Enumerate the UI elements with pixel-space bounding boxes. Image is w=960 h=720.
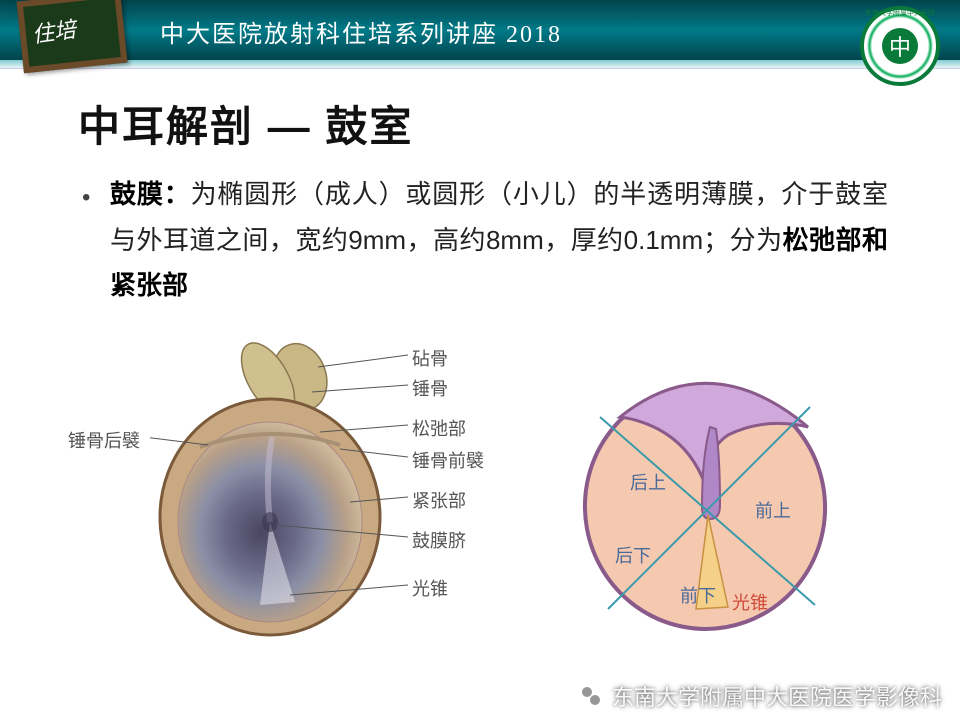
label-post-malleolar: 锤骨后襞 (68, 427, 140, 453)
label-pars-flaccida: 松弛部 (412, 415, 466, 441)
label-cone-of-light: 光锥 (412, 575, 448, 601)
logo-ring-text: 东南大学附属中大医院 (864, 8, 936, 18)
body-paragraph: 鼓膜：为椭圆形（成人）或圆形（小儿）的半透明薄膜，介于鼓室与外耳道之间，宽约9m… (110, 172, 888, 309)
chalkboard-text: 住培 (22, 0, 120, 60)
bullet-marker: • (82, 184, 90, 212)
watermark-text: 东南大学附属中大医院医学影像科 (612, 680, 942, 712)
tympanic-quadrant-schematic: 后上 前上 后下 前下 光锥 (560, 357, 860, 637)
chalkboard-badge: 住培 (17, 0, 128, 73)
logo-center-glyph: 中 (882, 28, 918, 64)
quadrant-ant-sup: 前上 (755, 497, 791, 523)
header-title: 中大医院放射科住培系列讲座 2018 (160, 14, 562, 49)
quadrant-ant-inf: 前下 (680, 582, 716, 608)
term-lead: 鼓膜： (110, 179, 191, 209)
header-divider (0, 60, 960, 69)
hospital-logo: 东南大学附属中大医院 中 (860, 6, 940, 86)
tympanic-membrane-illustration: 砧骨 锤骨 松弛部 锤骨前襞 紧张部 鼓膜脐 光锥 锤骨后襞 (150, 337, 490, 647)
label-umbo: 鼓膜脐 (412, 527, 466, 553)
label-malleus: 锤骨 (412, 375, 448, 401)
body-rest: 为椭圆形（成人）或圆形（小儿）的半透明薄膜，介于鼓室与外耳道之间，宽约9mm，高… (110, 179, 888, 255)
figure-row: 砧骨 锤骨 松弛部 锤骨前襞 紧张部 鼓膜脐 光锥 锤骨后襞 后上 前上 后下 … (0, 327, 960, 657)
watermark: 东南大学附属中大医院医学影像科 (576, 680, 942, 712)
label-ant-malleolar: 锤骨前襞 (412, 447, 484, 473)
quadrant-post-sup: 后上 (630, 469, 666, 495)
cone-label: 光锥 (732, 589, 768, 615)
quadrant-post-inf: 后下 (615, 542, 651, 568)
slide-header: 住培 中大医院放射科住培系列讲座 2018 东南大学附属中大医院 中 (0, 0, 960, 60)
wechat-icon (576, 681, 606, 711)
slide-title: 中耳解剖 — 鼓室 (78, 93, 960, 154)
label-incus: 砧骨 (412, 345, 448, 371)
label-pars-tensa: 紧张部 (412, 487, 466, 513)
